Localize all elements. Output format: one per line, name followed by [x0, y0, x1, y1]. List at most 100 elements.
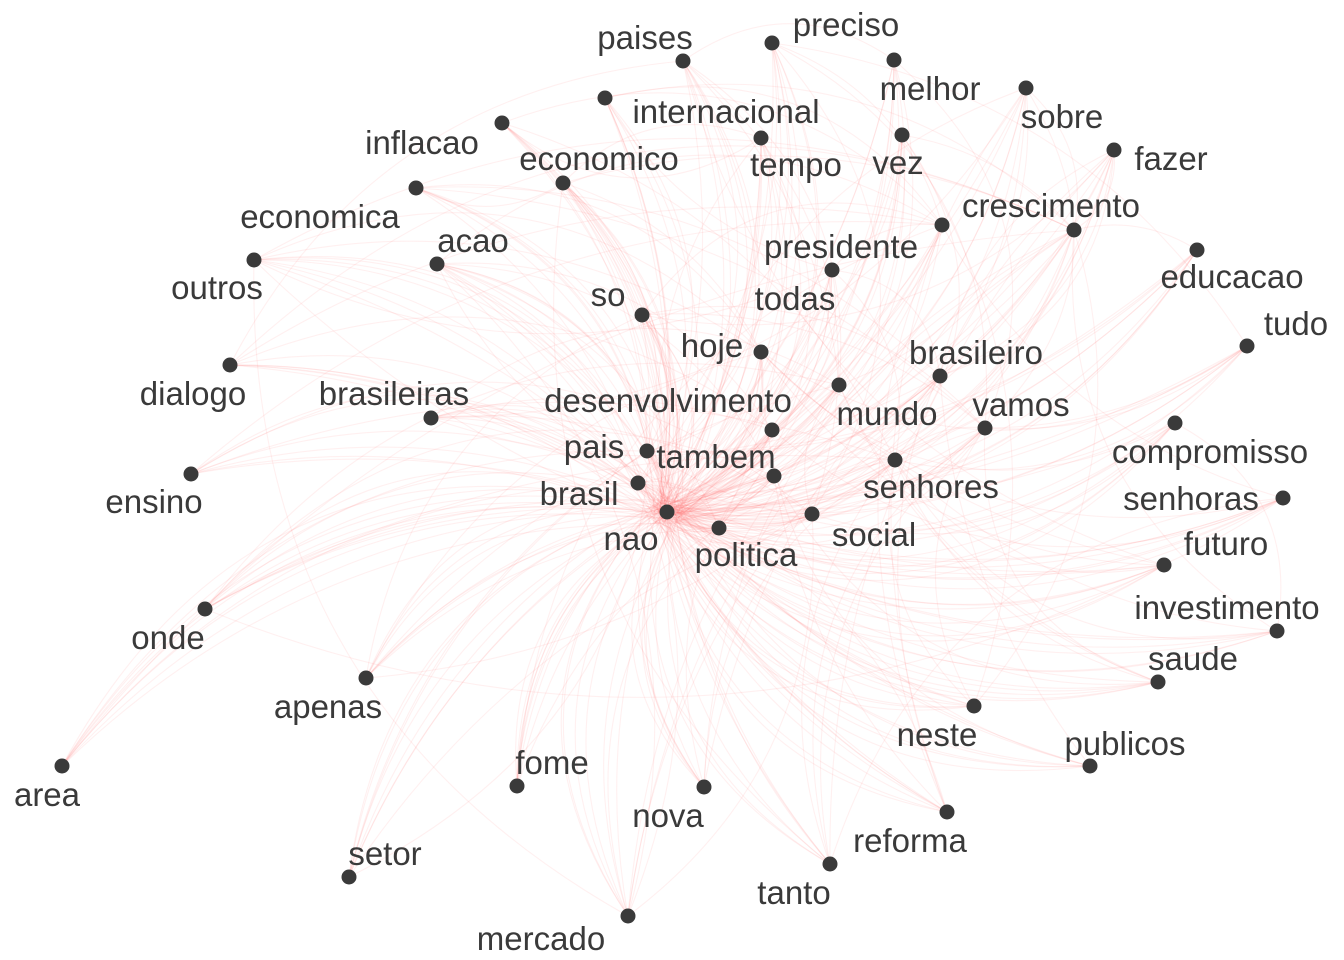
edge-nao-vamos [670, 427, 986, 546]
edge-nao-fazer [679, 149, 1115, 522]
edge-nao-so [641, 314, 680, 506]
edge-nao-crescimento [658, 229, 1075, 504]
edge-nao-apenas [365, 506, 673, 679]
edge-hoje-futuro [760, 351, 1165, 566]
edge-presidente-internacional [604, 86, 943, 226]
node-label-compromisso: compromisso [1112, 433, 1308, 470]
edge-nao-social [670, 512, 813, 538]
edge-nao-tempo [651, 137, 763, 521]
edge-nao-melhor [658, 59, 895, 505]
edge-nao-neste [656, 504, 975, 708]
edge-nao-hoje [671, 351, 764, 505]
edge-tambem-fome [516, 475, 775, 787]
edge-mercado-social [627, 513, 814, 917]
edge-reforma-politica [718, 527, 948, 813]
edge-mundo-sobre [838, 87, 1029, 386]
edge-nao-fazer [666, 149, 1115, 524]
edge-nao-onde [204, 507, 660, 610]
edge-nao-acao [436, 263, 655, 509]
edge-nao-brasileiro [663, 375, 941, 514]
edge-nao-senhoras [660, 497, 1284, 580]
edge-nao-melhor [679, 59, 895, 517]
edge-nao-sobre [681, 87, 1027, 501]
edge-nao-nova [655, 513, 705, 788]
edge-nao-mundo [656, 384, 840, 501]
node-label-politica: politica [695, 536, 798, 573]
edge-nao-apenas [365, 499, 679, 679]
edge-senhores-todas [831, 269, 901, 461]
edge-mundo-paises [682, 60, 842, 386]
edge-nao-dialogo [229, 355, 663, 516]
edge-nao-nova [637, 502, 705, 788]
edge-nao-economico [562, 182, 663, 513]
node-nova [696, 779, 712, 795]
edge-nao-publicos [652, 508, 1091, 768]
edge-nao-internacional [604, 97, 672, 503]
edge-outros-mercado [253, 259, 629, 917]
edge-nao-ensino [190, 458, 658, 508]
edge-nao-todas [663, 269, 833, 513]
edge-nao-mundo [654, 384, 840, 511]
node-economica [408, 180, 424, 196]
edge-nao-fazer [663, 149, 1115, 520]
edge-economica-economico [415, 182, 564, 207]
edge-brasileiro-mercado [627, 375, 941, 917]
edge-nao-desenvolvimento [672, 429, 773, 518]
edge-nao-economica [415, 187, 653, 511]
edge-nao-preciso [667, 42, 818, 521]
edge-politica-tempo [718, 137, 783, 529]
edge-nao-internacional [604, 97, 699, 523]
node-label-investimento: investimento [1134, 589, 1319, 626]
edge-nao-economico [562, 182, 678, 502]
node-label-economica: economica [240, 198, 400, 235]
edge-nao-nova [645, 517, 705, 788]
edge-nao-dialogo [229, 364, 677, 515]
edge-nao-brasileiro [652, 375, 941, 515]
edge-crescimento-area [61, 229, 1075, 767]
node-area [54, 758, 70, 774]
edge-nao-preciso [669, 42, 782, 525]
edge-nao-investimento [675, 521, 1278, 639]
edge-nao-so [641, 314, 695, 510]
edge-vamos-preciso [771, 42, 988, 429]
edge-hoje-publicos [760, 351, 1091, 767]
node-publicos [1082, 758, 1098, 774]
edge-nao-economica [415, 187, 663, 501]
node-label-publicos: publicos [1064, 725, 1185, 762]
edge-social-compromisso [811, 422, 1176, 535]
edge-nao-crescimento [679, 229, 1075, 516]
edge-nao-educacao [670, 249, 1198, 504]
node-label-acao: acao [437, 222, 509, 259]
edge-nao-vamos [679, 427, 986, 525]
edge-politica-acao [436, 263, 720, 529]
edge-nao-compromisso [666, 422, 1176, 581]
node-paises [675, 53, 691, 69]
node-investimento [1269, 623, 1285, 639]
edge-nao-tempo [670, 137, 762, 503]
edge-nao-tambem [665, 475, 775, 514]
node-label-brasileiro: brasileiro [909, 334, 1043, 371]
edge-nao-tanto [657, 514, 831, 865]
edge-senhores-tanto [801, 459, 896, 865]
edge-nao-vamos [678, 427, 986, 517]
edge-nao-todas [652, 269, 833, 502]
edge-politica-brasil [637, 481, 720, 529]
edge-nao-todas [678, 269, 833, 515]
edge-nao-area [61, 495, 659, 767]
node-brasileiras [423, 410, 439, 426]
edge-nao-educacao [680, 249, 1198, 506]
edge-crescimento-outros [253, 137, 1075, 261]
edge-crescimento-economico [562, 155, 1075, 231]
edge-nao-tanto [673, 503, 831, 865]
edge-nao-paises [658, 60, 760, 519]
edge-pais-economico [562, 182, 657, 452]
edge-pais-setor [348, 450, 648, 878]
edge-nao-nova [641, 520, 705, 788]
edge-nao-mercado [603, 517, 679, 917]
edge-educacao-crescimento [1073, 224, 1198, 251]
node-futuro [1156, 557, 1172, 573]
edge-hoje-apenas [365, 351, 762, 679]
edge-internacional-todas [604, 97, 833, 271]
edge-pais-setor [348, 450, 648, 878]
edge-nao-fome [515, 509, 681, 787]
